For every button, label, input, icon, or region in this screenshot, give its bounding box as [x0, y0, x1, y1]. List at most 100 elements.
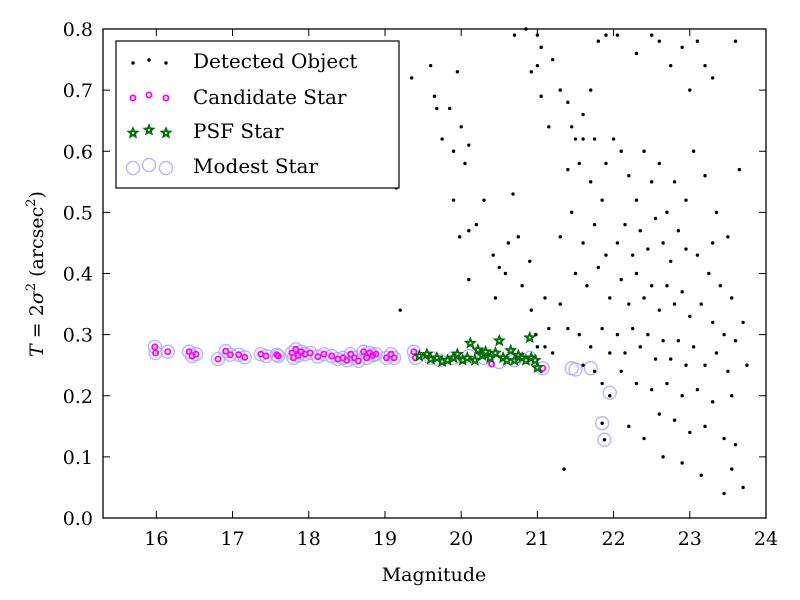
point-detected-object	[602, 438, 607, 442]
point-detected-object	[467, 229, 471, 233]
point-detected-object	[642, 436, 646, 441]
point-detected-object	[710, 320, 715, 325]
point-candidate-star	[226, 351, 234, 359]
point-detected-object	[623, 351, 627, 355]
point-detected-object	[684, 198, 688, 202]
series-modest-star	[147, 339, 617, 447]
point-detected-object	[581, 241, 585, 245]
point-detected-object	[730, 467, 734, 471]
point-detected-object	[688, 88, 692, 92]
point-candidate-star	[360, 348, 368, 356]
y-tick-label: 0.6	[63, 141, 93, 163]
point-detected-object	[528, 259, 532, 263]
legend-marker-detected-object	[164, 61, 168, 65]
point-detected-object	[589, 180, 593, 184]
point-detected-object	[600, 381, 604, 386]
point-psf-star-center	[476, 348, 479, 351]
point-candidate-star	[328, 352, 336, 360]
y-label-unit-exp: 2	[24, 198, 39, 206]
x-axis-label: Magnitude	[382, 564, 487, 586]
point-candidate-star	[151, 343, 159, 351]
point-detected-object	[592, 222, 597, 227]
legend-markers	[125, 58, 174, 176]
point-detected-object	[672, 418, 677, 422]
point-candidate-star	[363, 354, 371, 362]
point-detected-object	[569, 125, 574, 129]
point-detected-object	[703, 63, 707, 68]
point-detected-object	[699, 473, 703, 477]
x-tick-label: 22	[601, 528, 625, 550]
point-detected-object	[695, 39, 700, 43]
point-detected-object	[615, 332, 620, 337]
legend-marker-modest-star	[141, 157, 157, 173]
point-detected-object	[672, 180, 677, 184]
point-candidate-star	[382, 354, 390, 362]
point-detected-object	[627, 302, 631, 306]
point-detected-object	[491, 253, 495, 257]
legend-label-psf-star: PSF Star	[193, 119, 284, 143]
point-candidate-star	[306, 349, 314, 357]
point-detected-object	[634, 198, 639, 202]
y-tick-label: 0.4	[63, 264, 93, 286]
point-detected-object	[493, 296, 498, 300]
point-detected-object	[569, 210, 574, 215]
point-candidate-star	[222, 347, 230, 355]
point-psf-star-center	[534, 359, 537, 362]
point-detected-object	[459, 125, 463, 129]
point-detected-object	[646, 332, 650, 337]
point-detected-object	[657, 161, 662, 166]
point-detected-object	[467, 143, 471, 147]
point-detected-object	[451, 198, 456, 202]
point-detected-object	[596, 265, 601, 270]
point-candidate-star	[347, 350, 355, 358]
y-tick-label: 0.3	[63, 325, 93, 347]
point-detected-object	[619, 149, 623, 153]
point-detected-object	[589, 88, 593, 92]
point-detected-object	[529, 70, 533, 74]
point-detected-object	[581, 112, 585, 117]
point-detected-object	[653, 216, 658, 221]
point-detected-object	[566, 167, 570, 172]
point-detected-object	[680, 394, 684, 398]
point-psf-star-center	[528, 336, 531, 339]
point-detected-object	[649, 33, 654, 37]
point-detected-object	[661, 241, 665, 245]
point-detected-object	[745, 363, 749, 367]
point-candidate-star	[262, 352, 270, 360]
legend-label-candidate-star: Candidate Star	[193, 85, 347, 109]
point-detected-object	[672, 302, 677, 306]
x-tick-label: 24	[754, 528, 778, 550]
point-candidate-star	[343, 356, 351, 364]
point-detected-object	[649, 180, 654, 184]
legend-label-detected-object: Detected Object	[193, 49, 357, 73]
point-candidate-star	[390, 354, 398, 362]
x-tick-label: 17	[220, 528, 244, 550]
point-candidate-star	[241, 353, 249, 361]
point-detected-object	[615, 33, 620, 37]
y-tick-label: 0.2	[63, 386, 93, 408]
point-psf-star-center	[473, 359, 476, 362]
legend-label-modest-star: Modest Star	[193, 154, 318, 178]
point-psf-star-center	[446, 359, 449, 362]
point-detected-object	[691, 345, 696, 349]
point-detected-object	[718, 284, 722, 288]
point-modest-star	[379, 350, 394, 366]
legend-marker-detected-object	[147, 58, 151, 62]
point-detected-object	[630, 253, 635, 257]
point-detected-object	[661, 455, 665, 459]
point-candidate-star	[235, 351, 243, 359]
point-candidate-star	[152, 349, 160, 357]
point-detected-object	[604, 33, 608, 37]
point-candidate-star	[354, 357, 362, 365]
point-detected-object	[638, 229, 642, 233]
point-detected-object	[474, 222, 479, 227]
y-tick-label: 0.8	[63, 19, 93, 41]
point-detected-object	[714, 210, 719, 215]
y-axis-label: T = 2σ2 (arcsec2)	[24, 191, 48, 357]
point-detected-object	[722, 436, 726, 441]
point-detected-object	[710, 400, 715, 404]
point-psf-star-center	[505, 359, 508, 362]
point-detected-object	[592, 137, 597, 141]
legend-marker-candidate-star	[129, 94, 137, 102]
